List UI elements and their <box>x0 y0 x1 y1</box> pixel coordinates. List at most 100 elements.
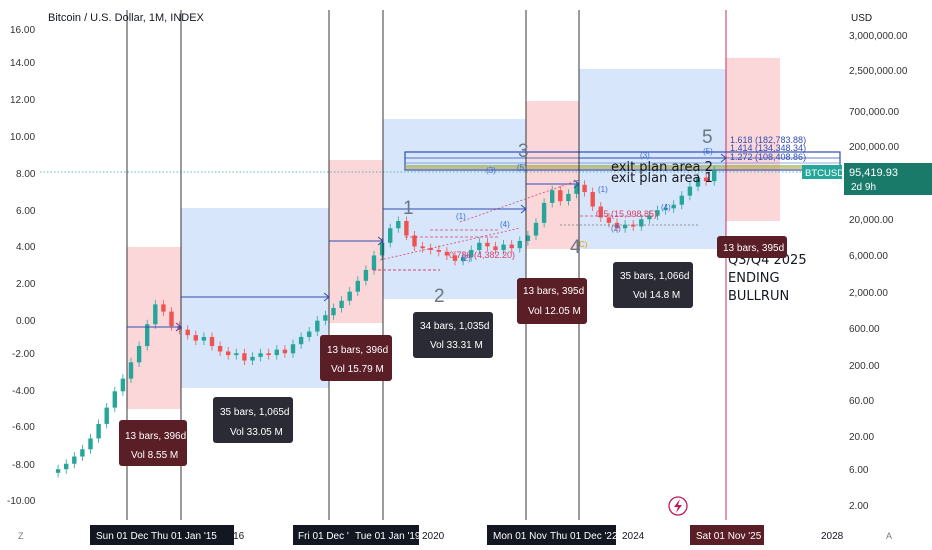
retrace-label-1: 0.786 (4,382.20) <box>449 250 515 260</box>
left-tick-5: 6.00 <box>16 206 36 217</box>
zoom-icon[interactable]: Z <box>18 531 24 541</box>
info-box-3-bars: 13 bars, 396d <box>327 345 388 356</box>
info-box-4 <box>413 312 493 358</box>
candle-body <box>396 221 401 229</box>
candle-body <box>323 315 328 321</box>
note-3: BULLRUN <box>728 289 789 304</box>
retrace-lines <box>373 179 700 271</box>
candle-body <box>663 208 668 211</box>
candle-body <box>266 353 271 356</box>
info-box-7-bars: 13 bars, 395d <box>723 243 784 254</box>
candle-body <box>339 300 344 308</box>
candle-body <box>712 170 717 182</box>
left-tick-0: 16.00 <box>10 25 35 36</box>
candle-body <box>679 195 684 205</box>
right-tick-0: 3,000,000.00 <box>849 31 908 42</box>
info-box-6-bars: 35 bars, 1,066d <box>620 271 690 282</box>
blue-zone-1 <box>181 208 329 388</box>
arrow-1-head <box>175 322 182 332</box>
info-box-6-vol: Vol 14.8 M <box>633 290 680 301</box>
candle-body <box>388 228 393 243</box>
candle-body <box>647 215 652 220</box>
info-box-6 <box>613 262 693 308</box>
candle-body <box>558 190 563 202</box>
info-box-3-vol: Vol 15.79 M <box>331 364 384 375</box>
candle-body <box>355 280 360 292</box>
fib-label-3: 1.272 (108,408.86) <box>730 152 806 162</box>
red-zone-4 <box>726 58 780 221</box>
wave-4: 4 <box>570 237 581 258</box>
subwave-3: (3) <box>486 166 496 175</box>
symbol-label: BTCUSD <box>805 168 844 179</box>
candle-body <box>145 324 150 347</box>
lightning-icon[interactable] <box>668 496 688 516</box>
fib-label-1: 1.618 (182,783.88) <box>730 135 806 145</box>
candle-body <box>533 222 539 236</box>
candle-body <box>88 438 93 450</box>
candle-body <box>128 362 134 379</box>
candle-body <box>290 344 296 354</box>
candle-body <box>136 346 142 363</box>
right-tick-5: 6,000.00 <box>849 251 888 262</box>
candle-body <box>655 210 660 216</box>
bottom-axis: Sun 01 Dec Thu 01 Jan '15 2016 Fri 01 De… <box>90 525 844 545</box>
arrow-4-head <box>520 204 527 214</box>
currency-label: USD <box>851 13 872 24</box>
candle-body <box>217 346 223 352</box>
date-highlight-3 <box>487 525 616 545</box>
candle-body <box>477 242 482 251</box>
right-tick-6: 2,000.00 <box>849 288 888 299</box>
subwave-1: (1) <box>456 212 466 221</box>
candle-body <box>590 192 595 207</box>
info-box-2-vol: Vol 33.05 M <box>230 427 283 438</box>
candle-body <box>161 304 166 312</box>
exit-labels: exit plan area 2 exit plan area 1 Q3/Q4 … <box>611 160 807 304</box>
candle-body <box>282 349 288 354</box>
candle-body <box>566 193 571 202</box>
x-label-2028: 2028 <box>821 531 844 542</box>
right-tick-2: 700,000.00 <box>849 107 899 118</box>
x-label-2016: 2016 <box>222 531 245 542</box>
right-tick-4: 20,000.00 <box>849 215 894 226</box>
subwave-9: (4) <box>661 203 671 212</box>
retrace-diag-2 <box>459 179 580 223</box>
candle-body <box>153 304 158 325</box>
subwave-8: (3) <box>640 151 650 160</box>
info-box-3 <box>320 335 392 381</box>
candle-body <box>493 246 498 251</box>
candle-body <box>209 336 215 347</box>
candle-body <box>226 351 231 356</box>
left-tick-8: 0.00 <box>16 316 36 327</box>
info-box-1-bars: 13 bars, 396d <box>125 431 186 442</box>
auto-scale-icon[interactable]: A <box>886 531 892 541</box>
candle-body <box>444 251 450 256</box>
right-axis: 3,000,000.00 2,500,000.00 700,000.00 200… <box>849 31 908 512</box>
wave-2: 2 <box>434 286 445 307</box>
candle-body <box>201 336 207 341</box>
candle-body <box>234 353 239 356</box>
sub-wave-labels: (1) (2) (3) (4) (5) (1) (2) (3) (4) (5) … <box>456 147 713 263</box>
fib-band <box>40 151 841 173</box>
candle-body <box>687 186 693 196</box>
candle-body <box>80 449 85 457</box>
retrace-label-2: 0.5 (15,998.85) <box>596 209 657 219</box>
right-tick-11: 6.00 <box>849 465 869 476</box>
left-tick-1: 14.00 <box>10 58 35 69</box>
info-box-7 <box>717 236 787 258</box>
wave-1: 1 <box>403 198 414 219</box>
x-label-2024: 2024 <box>622 531 645 542</box>
arrow-5-head <box>573 179 580 189</box>
candle-body <box>509 244 514 249</box>
date-label-2: Thu 01 Jan '15 <box>151 531 217 542</box>
red-zone-1 <box>127 247 181 409</box>
date-label-7: Sat 01 Nov '25 <box>696 531 762 542</box>
date-lines <box>126 10 727 520</box>
info-boxes: 13 bars, 396d Vol 8.55 M 35 bars, 1,065d… <box>119 236 787 466</box>
info-box-2-bars: 35 bars, 1,065d <box>220 407 290 418</box>
candle-body <box>96 423 101 439</box>
candle-body <box>404 221 409 236</box>
date-label-4: Tue 01 Jan '19 <box>355 531 421 542</box>
info-box-4-bars: 34 bars, 1,035d <box>420 321 490 332</box>
subwave-7: (2) <box>611 224 621 233</box>
exit-label-2: exit plan area 2 <box>611 160 713 175</box>
